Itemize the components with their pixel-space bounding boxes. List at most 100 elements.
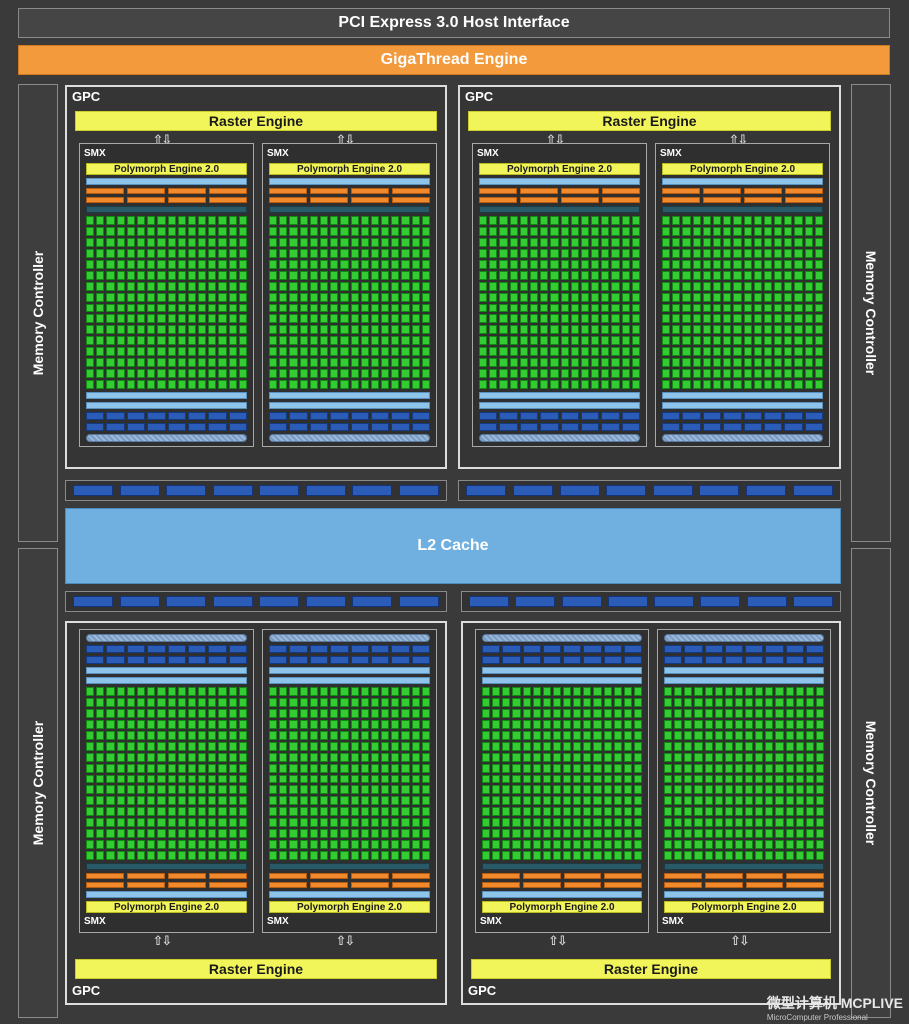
cuda-core	[381, 730, 390, 740]
cuda-core	[492, 697, 501, 707]
cuda-core	[482, 851, 491, 860]
cuda-core	[611, 303, 620, 313]
cuda-core	[391, 347, 400, 357]
l2-interface-segment	[515, 596, 556, 607]
cuda-core	[805, 851, 814, 860]
cuda-core	[116, 347, 125, 357]
cuda-core	[330, 752, 339, 762]
cuda-core	[187, 741, 197, 751]
cuda-core	[674, 697, 683, 707]
cuda-core	[479, 336, 488, 346]
cuda-core	[411, 752, 420, 762]
cuda-core	[421, 281, 430, 291]
cuda-core	[611, 216, 620, 225]
cuda-core	[784, 380, 793, 389]
ld-st-row	[479, 412, 640, 420]
cuda-core	[522, 708, 531, 718]
cuda-core	[753, 270, 762, 280]
cuda-core	[745, 829, 754, 839]
ld-st-row	[269, 656, 430, 664]
cuda-core	[177, 325, 186, 335]
cuda-core	[733, 303, 742, 313]
smx-block: Polymorph Engine 2.0 SMX	[262, 629, 437, 933]
cuda-core	[309, 687, 318, 696]
cuda-core	[502, 730, 511, 740]
cuda-core	[672, 314, 681, 324]
cuda-core	[692, 237, 701, 247]
cuda-core	[147, 270, 156, 280]
cuda-core	[509, 358, 518, 368]
cuda-core	[522, 730, 531, 740]
cuda-core	[401, 840, 410, 850]
cuda-core	[573, 840, 582, 850]
cuda-core	[540, 314, 549, 324]
cuda-core	[218, 358, 227, 368]
cuda-core	[745, 741, 754, 751]
ld-st-cell	[391, 412, 410, 420]
cuda-core	[401, 237, 410, 247]
cuda-core	[269, 687, 278, 696]
ld-st-row	[662, 423, 823, 431]
cuda-core	[350, 303, 359, 313]
l2-interface-row-top-right	[458, 480, 841, 501]
cuda-core	[299, 314, 308, 324]
cuda-core	[116, 829, 125, 839]
warp-scheduler-cell	[86, 882, 124, 888]
cuda-core	[593, 697, 602, 707]
cuda-core	[411, 314, 420, 324]
cuda-core	[136, 347, 146, 357]
ld-st-row	[86, 412, 247, 420]
cuda-core	[208, 818, 217, 828]
cuda-core	[106, 270, 115, 280]
cuda-core	[421, 785, 430, 795]
cuda-core	[815, 785, 824, 795]
cuda-core	[198, 796, 207, 806]
cuda-core	[350, 719, 359, 729]
cuda-core	[580, 281, 590, 291]
register-file-bar	[269, 863, 430, 870]
cuda-core	[319, 763, 329, 773]
cuda-core	[621, 248, 630, 258]
cuda-core	[370, 347, 380, 357]
ld-st-row	[662, 412, 823, 420]
cuda-core	[765, 687, 774, 696]
cuda-core	[319, 807, 329, 817]
cuda-core	[177, 763, 186, 773]
cuda-core	[370, 336, 380, 346]
cuda-core	[126, 216, 135, 225]
cuda-core	[279, 774, 288, 784]
cuda-core	[238, 259, 247, 269]
cuda-core	[147, 807, 156, 817]
cuda-core	[492, 708, 501, 718]
cuda-core	[208, 730, 217, 740]
cuda-core	[198, 785, 207, 795]
cuda-core	[631, 237, 640, 247]
cuda-core	[714, 708, 723, 718]
cuda-core	[784, 216, 793, 225]
cuda-core	[136, 697, 146, 707]
ld-st-cell	[330, 412, 349, 420]
cuda-core	[238, 730, 247, 740]
cuda-core	[613, 818, 622, 828]
cuda-core	[550, 347, 559, 357]
shared-memory-bar	[479, 402, 640, 409]
cuda-core	[611, 325, 620, 335]
ld-st-row	[482, 645, 642, 653]
cuda-core	[147, 708, 156, 718]
cuda-core	[309, 216, 318, 225]
cuda-core	[519, 281, 528, 291]
cuda-core	[330, 292, 339, 302]
cuda-core	[421, 796, 430, 806]
cuda-core	[682, 303, 691, 313]
ld-st-cell	[350, 412, 369, 420]
cuda-core	[560, 303, 569, 313]
cuda-core	[765, 730, 774, 740]
l2-interface-segment	[212, 596, 253, 607]
cuda-core	[522, 763, 531, 773]
cuda-core	[794, 226, 803, 236]
cuda-core	[360, 336, 369, 346]
cuda-core	[167, 807, 176, 817]
cuda-core	[157, 259, 166, 269]
cuda-core	[421, 774, 430, 784]
ld-st-cell	[411, 645, 430, 653]
